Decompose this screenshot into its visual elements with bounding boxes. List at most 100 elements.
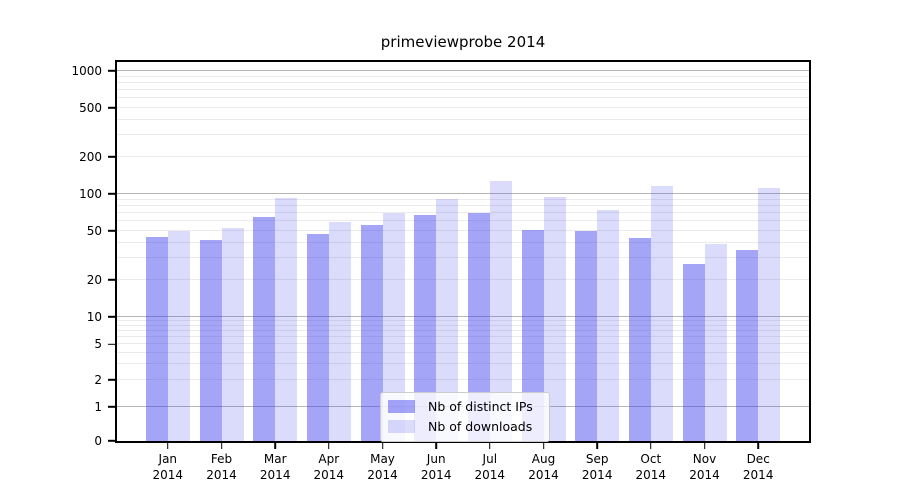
- ytick-mark-10: [108, 316, 116, 318]
- bar-group-mar: [248, 62, 302, 441]
- bar-downloads-feb: [221, 227, 244, 441]
- bar-downloads-oct: [650, 185, 673, 441]
- legend-label-downloads: Nb of downloads: [428, 419, 533, 434]
- bar-group-oct: [624, 62, 678, 441]
- bar-ips-aug: [521, 230, 544, 441]
- xtick-label-apr: Apr 2014: [314, 451, 345, 483]
- gridline-minor-40: [117, 241, 809, 243]
- gridline-minor-20: [117, 279, 809, 280]
- gridline-minor-800: [117, 81, 809, 83]
- xtick-mark-aug: [542, 443, 545, 449]
- gridline-minor-30: [117, 257, 809, 259]
- xtick-month: Aug: [531, 452, 556, 466]
- xtick-year: 2014: [367, 468, 398, 483]
- gridline-minor-70: [117, 212, 809, 214]
- bar-downloads-jan: [167, 231, 190, 441]
- chart-title: primeviewprobe 2014: [380, 33, 546, 51]
- xtick-mark-sep: [596, 443, 598, 449]
- bar-downloads-nov: [704, 244, 727, 441]
- bar-downloads-apr: [328, 222, 351, 441]
- gridline-minor-300: [117, 134, 809, 136]
- xtick-mark-nov: [703, 443, 706, 449]
- bar-downloads-mar: [275, 197, 298, 441]
- xtick-label-may: May 2014: [367, 451, 398, 483]
- gridline-major-1000: [117, 69, 809, 71]
- xtick-label-jun: Jun 2014: [421, 451, 452, 483]
- bar-group-dec: [731, 62, 785, 441]
- xtick-year: 2014: [635, 468, 667, 483]
- ytick-label-10: 10: [86, 310, 102, 324]
- xtick-month: Jul: [482, 452, 498, 466]
- ytick-label-500: 500: [79, 101, 102, 115]
- xtick-month: Apr: [318, 452, 340, 466]
- bar-downloads-may: [382, 213, 405, 441]
- xtick-month: Sep: [585, 452, 609, 466]
- xtick-month: Jun: [426, 452, 446, 466]
- bar-ips-dec: [736, 250, 759, 441]
- gridline-minor-50: [117, 230, 809, 231]
- legend-item-ips: Nb of distinct IPs: [388, 399, 533, 414]
- ytick-label-20: 20: [86, 273, 102, 287]
- ytick-label-0: 0: [94, 434, 102, 448]
- gridline-minor-500: [117, 107, 809, 108]
- xtick-mark-jan: [167, 443, 169, 449]
- bar-group-jul: [463, 62, 517, 441]
- bar-ips-apr: [306, 234, 329, 441]
- ytick-mark-200: [108, 156, 116, 158]
- gridline-minor-8: [117, 324, 809, 326]
- bar-ips-sep: [575, 231, 598, 441]
- xtick-mark-apr: [328, 443, 330, 449]
- legend-swatch-ips: [388, 400, 415, 413]
- bar-ips-jan: [145, 236, 168, 441]
- ytick-label-1: 1: [94, 400, 102, 414]
- xtick-mark-jul: [489, 443, 491, 449]
- gridline-minor-900: [117, 75, 809, 77]
- legend: Nb of distinct IPs Nb of downloads: [380, 392, 550, 442]
- xtick-label-nov: Nov 2014: [689, 451, 720, 483]
- ytick-mark-500: [108, 107, 116, 109]
- bar-ips-feb: [199, 240, 222, 441]
- xtick-month: Jan: [158, 452, 178, 466]
- ytick-mark-2: [108, 379, 116, 381]
- xtick-year: 2014: [581, 468, 613, 483]
- gridline-major-100: [117, 192, 809, 194]
- gridline-minor-5: [117, 343, 809, 345]
- gridline-minor-700: [117, 89, 809, 91]
- bar-ips-jul: [467, 213, 490, 441]
- gridline-minor-2: [117, 378, 809, 380]
- xtick-mark-oct: [650, 443, 652, 449]
- ytick-label-100: 100: [79, 187, 102, 201]
- xtick-month: May: [370, 452, 395, 466]
- xtick-label-oct: Oct 2014: [636, 451, 667, 483]
- xtick-year: 2014: [474, 468, 506, 483]
- xtick-year: 2014: [420, 468, 452, 483]
- bar-ips-mar: [253, 217, 276, 441]
- xtick-month: Feb: [210, 452, 233, 466]
- xtick-mark-may: [381, 443, 384, 449]
- bar-ips-may: [360, 225, 383, 441]
- xtick-mark-mar: [274, 443, 276, 449]
- legend-label-ips: Nb of distinct IPs: [428, 399, 533, 414]
- ytick-mark-1: [108, 406, 116, 408]
- gridline-minor-400: [117, 118, 809, 120]
- xtick-label-mar: Mar 2014: [260, 451, 291, 483]
- ytick-label-200: 200: [79, 150, 102, 164]
- bar-group-apr: [302, 62, 356, 441]
- xtick-mark-dec: [757, 443, 759, 449]
- gridline-minor-80: [117, 204, 809, 206]
- xtick-label-feb: Feb 2014: [206, 451, 237, 483]
- xtick-label-dec: Dec 2014: [743, 451, 774, 483]
- gridline-minor-60: [117, 220, 809, 222]
- bar-downloads-aug: [543, 197, 566, 441]
- xtick-label-jan: Jan 2014: [153, 451, 184, 483]
- xtick-month: Dec: [746, 452, 770, 466]
- gridline-minor-7: [117, 329, 809, 331]
- gridline-minor-6: [117, 336, 809, 337]
- ytick-mark-50: [108, 230, 116, 232]
- xtick-year: 2014: [259, 468, 291, 483]
- bar-group-aug: [517, 62, 571, 441]
- bar-group-may: [356, 62, 410, 441]
- gridline-minor-9: [117, 320, 809, 322]
- xtick-year: 2014: [689, 468, 720, 483]
